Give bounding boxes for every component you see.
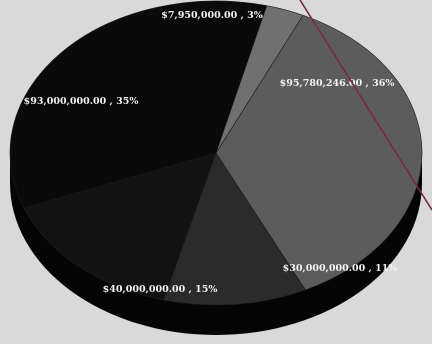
slice-label: $7,950,000.00 , 3% [161,10,263,21]
slice-label: $40,000,000.00 , 15% [103,284,218,295]
slice-label: $93,000,000.00 , 35% [24,96,139,107]
slice-label: $30,000,000.00 , 11% [283,263,398,274]
red-overlay-line [299,0,432,211]
slice-label: $95,780,246.00 , 36% [280,78,395,89]
pie-slice [215,14,423,291]
pie-side [10,153,422,335]
slice-labels: $95,780,246.00 , 36% $30,000,000.00 , 11%… [24,10,398,295]
pie-slice [9,0,268,209]
pie-slice [163,152,306,306]
pie-slice [215,5,304,154]
pie-slice [23,152,217,301]
pie-top [9,0,423,306]
pie-side-wall [10,153,422,335]
